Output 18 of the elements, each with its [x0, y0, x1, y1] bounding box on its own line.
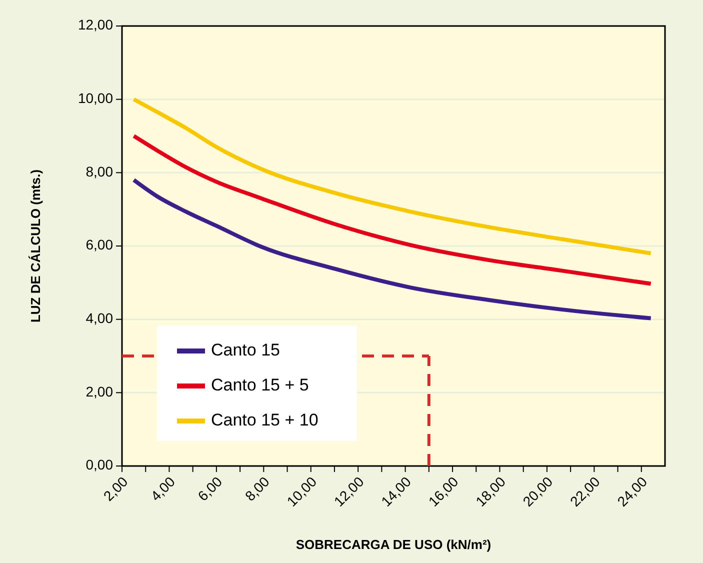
line-series: [132, 134, 653, 286]
x-tick-label: 6,00: [194, 473, 226, 504]
y-tick-label: 10,00: [78, 90, 114, 106]
x-tick-label: 8,00: [242, 473, 273, 504]
legend-label: Canto 15: [211, 340, 280, 360]
y-tick-label: 8,00: [86, 163, 114, 180]
x-tick-label: 4,00: [147, 473, 178, 504]
y-tick-label: 2,00: [86, 383, 114, 400]
y-tick-label: 0,00: [86, 456, 114, 473]
line-series: [132, 97, 653, 256]
legend-label: Canto 15 + 5: [211, 375, 309, 394]
legend-label: Canto 15 + 10: [211, 410, 318, 430]
y-tick-label: 6,00: [86, 236, 114, 253]
line-series: [132, 178, 653, 320]
y-axis-title: LUZ DE CÁLCULO (mts.): [28, 169, 43, 323]
x-axis-title: SOBRECARGA DE USO (kN/m²): [296, 537, 492, 552]
y-tick-label: 12,00: [78, 16, 114, 33]
y-tick-label: 4,00: [86, 310, 114, 326]
